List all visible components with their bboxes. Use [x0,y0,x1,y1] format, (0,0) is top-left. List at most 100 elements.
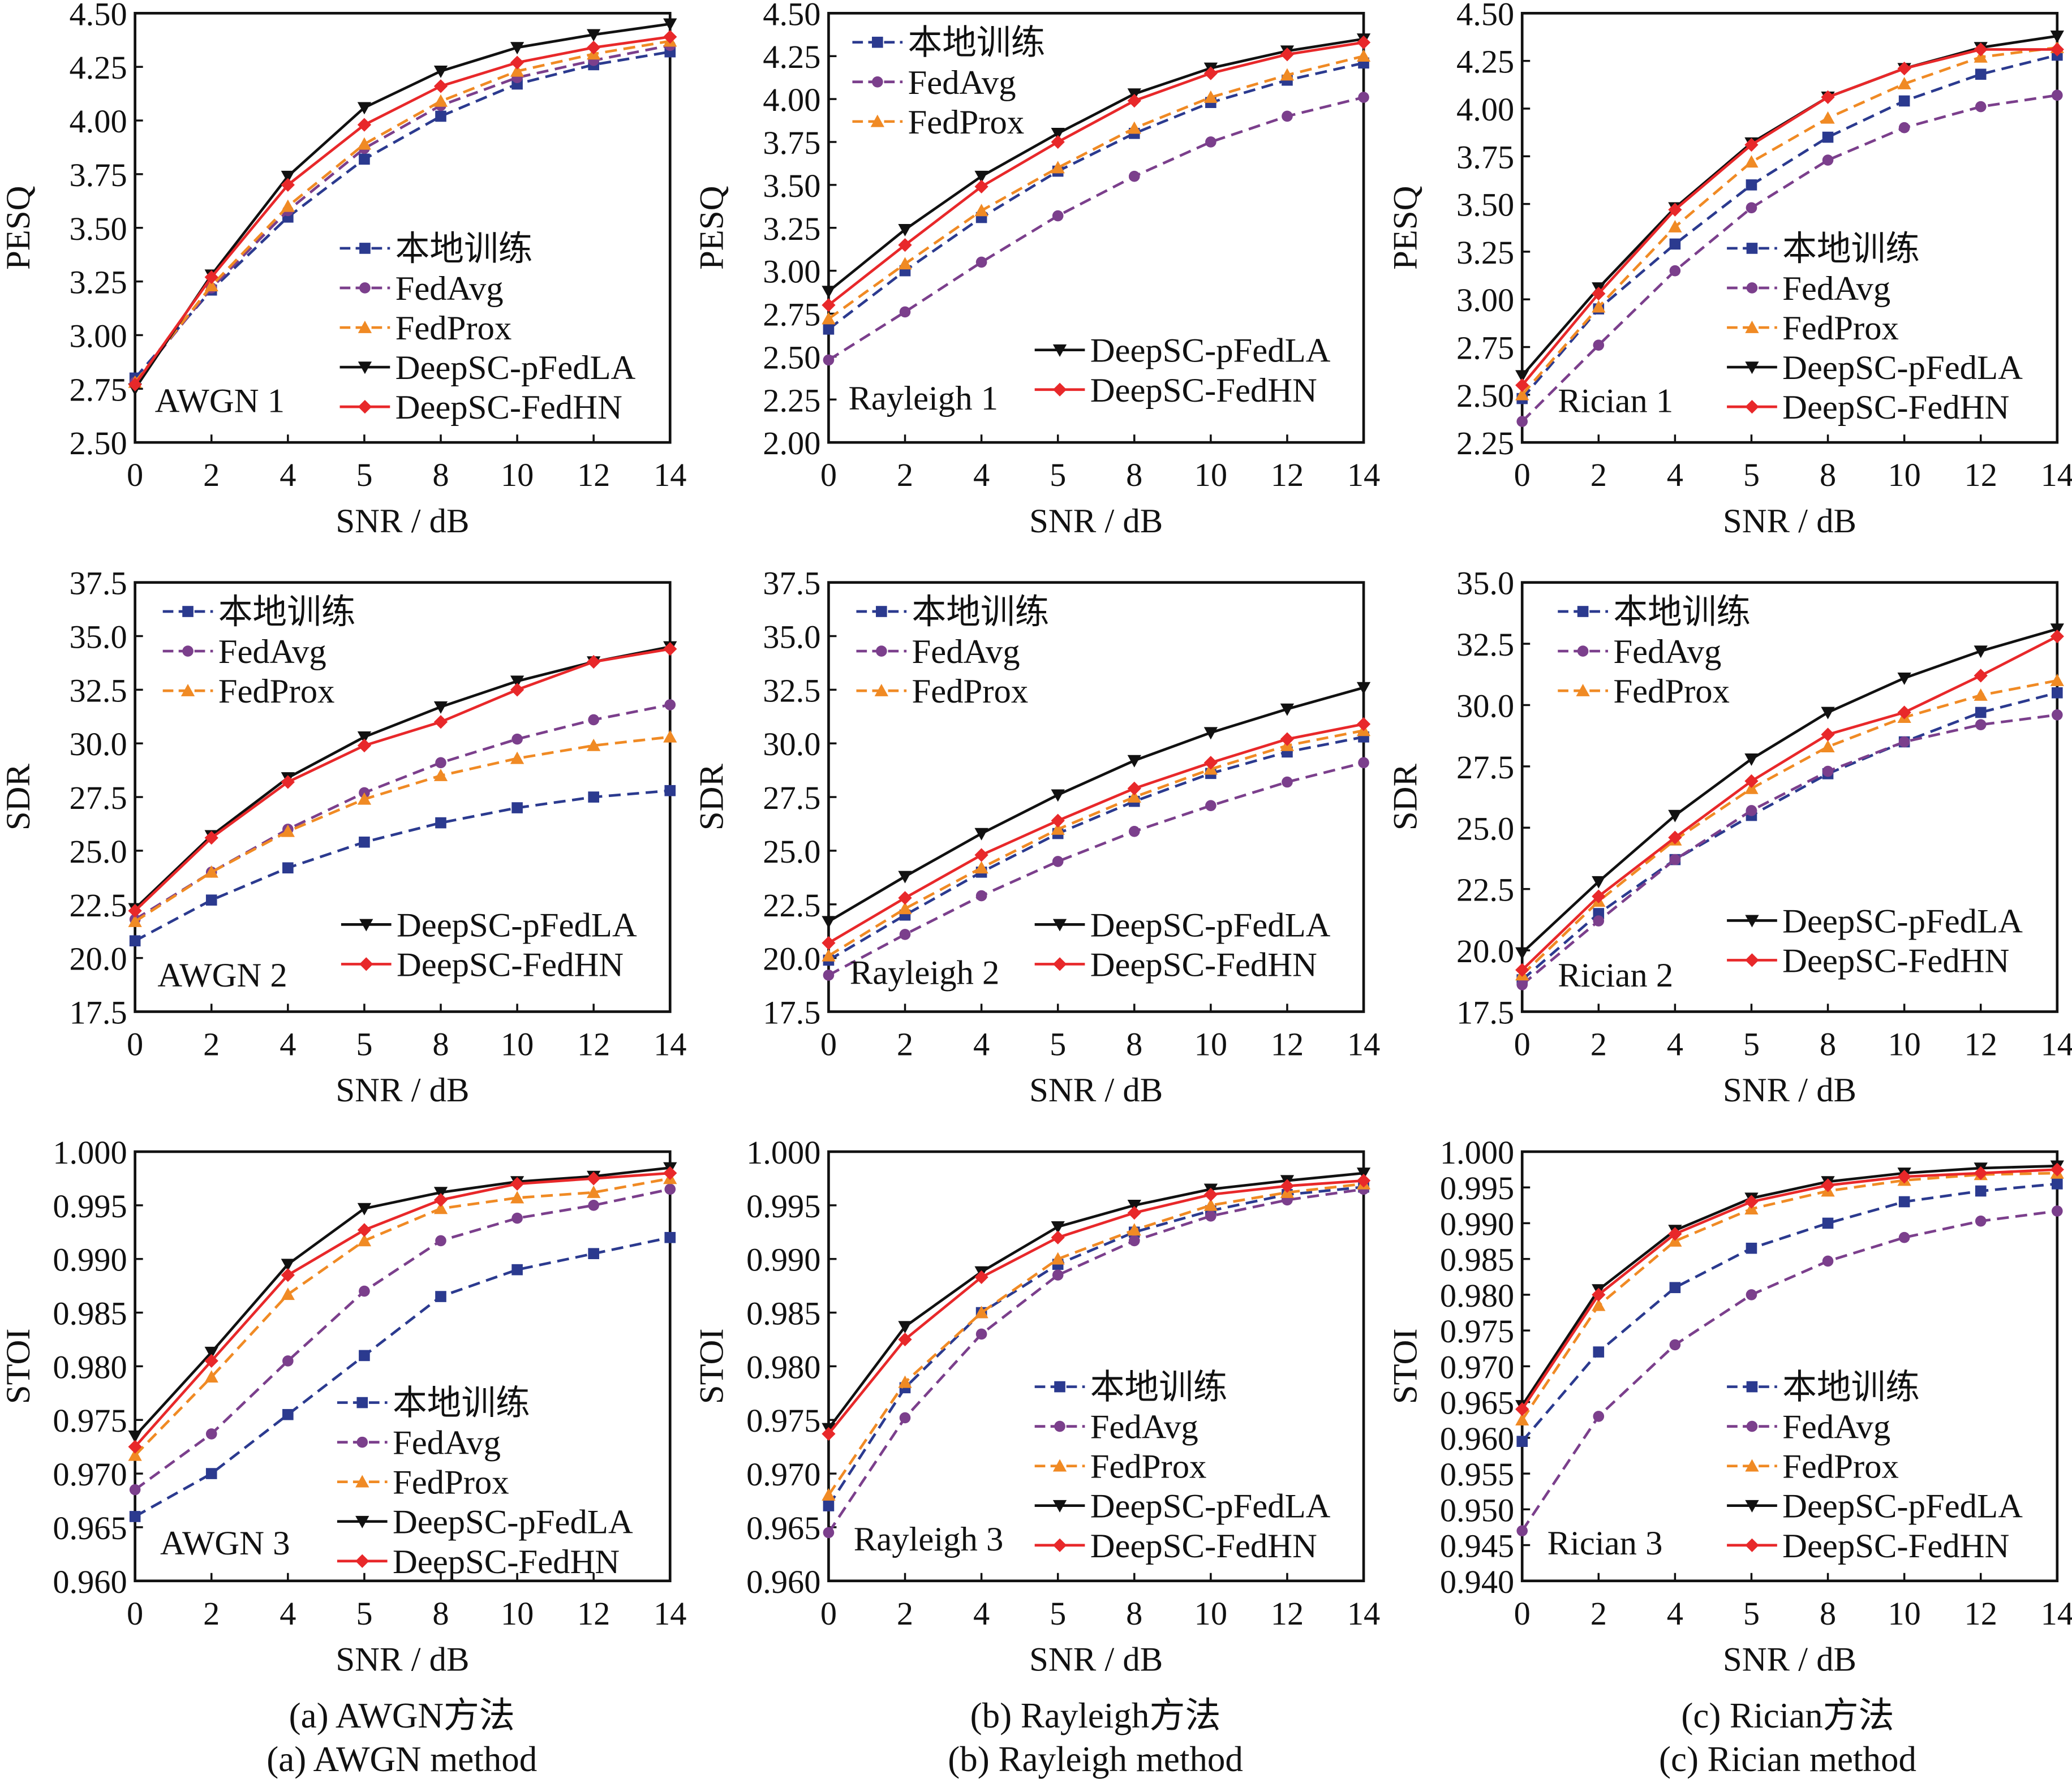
data-point [974,828,988,841]
data-point [1744,155,1759,168]
x-tick-label: 0 [820,1026,837,1063]
data-point [663,18,677,31]
data-point [2052,709,2063,721]
legend-item: 本地训练 [1034,1369,1227,1407]
x-tick-label: 0 [1514,456,1531,493]
series-FedAvg [823,92,1369,366]
data-point [205,1468,217,1479]
data-point [1515,947,1529,960]
x-tick-label: 5 [1050,1595,1066,1632]
y-tick-label: 3.75 [1456,139,1514,175]
y-axis-label: PESQ [0,186,37,270]
series-本地训练 [129,1231,676,1522]
legend-marker [1052,1538,1067,1552]
y-tick-label: 17.5 [1456,994,1514,1031]
data-point [1051,161,1065,174]
data-point [899,306,911,318]
y-tick-label: 3.75 [70,157,127,193]
y-tick-label: 0.945 [1440,1528,1514,1565]
data-point [1051,1230,1065,1244]
data-point [1203,90,1218,103]
y-tick-label: 2.00 [763,425,820,462]
data-point [664,1231,676,1243]
data-point [664,785,676,796]
data-point [1280,703,1295,716]
y-tick-label: 0.975 [746,1402,820,1439]
data-point [1975,707,1987,718]
caption-en-c: (c) Rician method [1659,1739,1916,1779]
y-tick-label: 0.955 [1440,1456,1514,1493]
data-point [975,1328,987,1340]
y-tick-label: 3.00 [763,253,820,290]
legend-label: DeepSC-FedHN [396,389,622,427]
legend-marker [1745,1538,1759,1552]
panel-label: Rayleigh 1 [848,380,998,417]
y-tick-label: 20.0 [1456,933,1514,970]
data-point [1127,790,1141,803]
x-tick-label: 0 [1514,1026,1531,1063]
legend-label: FedAvg [396,270,504,308]
series-line [1521,635,2058,971]
data-point [1974,688,1988,701]
y-tick-label: 25.0 [70,833,127,870]
legend-label: 本地训练 [1782,1369,1920,1407]
data-point [1746,179,1757,191]
x-tick-label: 4 [973,1595,990,1632]
legend-marker [1052,919,1067,932]
legend-item: FedProx [339,309,511,347]
y-tick-label: 4.00 [70,103,127,140]
data-point [128,1430,142,1443]
data-point [511,733,523,745]
data-point [128,1440,142,1454]
data-point [587,1185,601,1198]
data-point [1282,110,1293,122]
legend-marker [359,919,373,932]
data-point [128,904,142,918]
data-point [1356,717,1371,731]
data-point [1898,95,1910,107]
data-point [1127,781,1141,796]
data-point [2052,89,2063,101]
data-point [1051,1252,1065,1265]
data-point [1203,727,1218,740]
captions: (a) AWGN方法 (a) AWGN method (b) Rayleigh方… [266,1696,1916,1779]
legend-label: 本地训练 [912,593,1050,631]
data-point [975,256,987,268]
y-axis-label: SDR [0,764,37,831]
data-point [974,170,988,183]
series-FedAvg [1516,89,2063,427]
series-DeepSC-FedHN [822,717,1371,950]
data-point [357,1203,372,1216]
caption-zh-a: (a) AWGN方法 [289,1696,515,1735]
data-point [1746,202,1757,214]
series-line [1521,54,2058,400]
data-point [1280,68,1295,81]
legend-label: 本地训练 [908,24,1046,62]
data-point [1668,830,1682,845]
data-point [1975,1215,1987,1227]
y-tick-label: 2.50 [70,425,127,462]
y-tick-label: 4.50 [1456,0,1514,32]
data-point [433,715,448,729]
data-point [357,792,372,805]
x-tick-label: 8 [432,1026,449,1063]
data-point [1051,813,1065,828]
series-line [1521,1168,2057,1410]
y-tick-label: 4.00 [763,81,820,118]
chart-rayleigh-2: 17.5 20.0 22.5 25.0 27.5 30.0 32.5 35.0 37.5 0 2 4 5… [693,565,1381,1110]
data-point [359,1350,370,1362]
legend-item: DeepSC-pFedLA [1727,1488,2023,1526]
y-tick-label: 0.950 [1440,1492,1514,1528]
x-tick-label: 10 [501,1595,534,1632]
y-tick-label: 4.25 [1456,44,1514,80]
data-point [1516,979,1528,990]
legend-marker [876,645,887,657]
y-tick-label: 37.5 [70,565,127,602]
x-tick-label: 10 [1194,1026,1227,1063]
series-line [1521,94,2058,423]
legend-label: DeepSC-FedHN [1090,946,1317,984]
legend-label: FedAvg [1090,1408,1198,1446]
y-tick-label: 32.5 [1456,626,1514,663]
data-point [1974,1166,1988,1181]
